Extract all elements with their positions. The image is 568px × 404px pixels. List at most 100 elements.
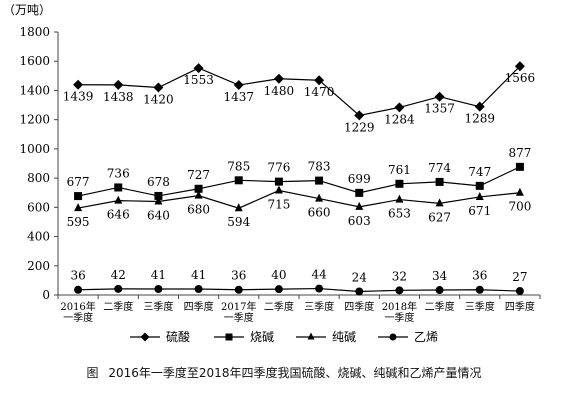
data-point [154, 285, 163, 294]
data-label: 1566 [505, 71, 536, 85]
data-label: 700 [508, 200, 531, 214]
data-point [234, 203, 243, 212]
data-point [74, 285, 83, 294]
data-point [355, 287, 364, 296]
data-label: 680 [187, 203, 210, 217]
figure-caption: 图 2016年一季度至2018年四季度我国硫酸、烧碱、纯碱和乙烯产量情况 [0, 364, 568, 381]
data-point [475, 285, 484, 294]
data-label: 1553 [183, 73, 214, 87]
data-point [113, 79, 124, 90]
y-tick-label: 1600 [19, 54, 50, 68]
y-tick-label: 600 [27, 200, 50, 214]
data-point [194, 190, 203, 199]
x-tick-label: 2017年 [221, 300, 256, 313]
x-tick-label: 三季度 [143, 300, 173, 313]
legend-item: 纯碱 [296, 330, 356, 344]
data-label: 1439 [63, 90, 94, 104]
data-label: 699 [348, 172, 371, 186]
data-point [234, 285, 243, 294]
data-point [154, 191, 163, 200]
legend-item: 硫酸 [130, 329, 190, 344]
series-layer: 1439 1438 1420 1553 1437 1480 1470 1229 1284 1357… [63, 61, 535, 296]
x-tick-label: 四季度 [344, 300, 374, 313]
data-label: 44 [311, 268, 327, 282]
y-tick-label: 200 [27, 259, 50, 273]
data-point [274, 185, 283, 194]
data-label: 747 [468, 165, 491, 179]
data-point [74, 192, 83, 201]
data-label: 32 [392, 269, 407, 283]
data-label: 640 [147, 208, 170, 222]
data-label: 678 [147, 175, 170, 189]
series-line [78, 65, 521, 117]
legend-label: 纯碱 [332, 330, 356, 344]
data-point [395, 286, 404, 295]
legend-item: 烧碱 [214, 330, 274, 344]
x-tick-label: 二季度 [264, 300, 294, 313]
data-point [474, 101, 485, 112]
data-label: 785 [227, 159, 250, 173]
data-label: 660 [308, 206, 331, 220]
data-label: 41 [151, 268, 166, 282]
data-point [315, 284, 324, 293]
data-point [394, 102, 405, 113]
x-tick-label: 2016年 [60, 300, 95, 313]
data-label: 603 [348, 214, 371, 228]
data-label: 36 [70, 269, 85, 283]
unit-label: （万吨） [3, 3, 51, 17]
data-label: 761 [388, 163, 411, 177]
data-point [273, 73, 284, 84]
data-label: 627 [428, 210, 451, 224]
data-label: 783 [308, 160, 331, 174]
data-point [233, 80, 244, 91]
data-label: 42 [111, 268, 126, 282]
y-tick-label: 1000 [19, 142, 50, 156]
x-tick-label: 三季度 [465, 300, 495, 313]
axes: 0 200 400 600 800 1000 1200 1400 1600 1800 2016年一季… [19, 25, 541, 324]
data-point [355, 188, 364, 197]
data-point [355, 201, 364, 210]
data-label: 594 [227, 215, 250, 229]
data-label: 715 [267, 198, 290, 212]
data-label: 1470 [304, 85, 335, 99]
data-label: 677 [67, 175, 90, 189]
data-point [435, 177, 444, 186]
series-diamond: 1439 1438 1420 1553 1437 1480 1470 1229 1284 1357… [63, 61, 535, 134]
series-line [77, 189, 520, 209]
data-label: 1357 [424, 102, 455, 116]
legend-label: 硫酸 [166, 329, 190, 344]
data-label: 653 [388, 207, 411, 221]
data-point [315, 176, 324, 185]
legend-item: 乙烯 [378, 330, 438, 344]
data-label: 877 [508, 146, 531, 160]
data-point [395, 194, 404, 203]
x-tick-label: 一季度 [384, 311, 414, 324]
data-point [193, 63, 204, 74]
data-label: 1437 [223, 90, 254, 104]
x-tick-label: 一季度 [224, 311, 254, 324]
legend-marker [307, 332, 315, 340]
legend-marker [225, 333, 233, 341]
y-tick-label: 1400 [19, 83, 50, 97]
data-label: 36 [231, 269, 246, 283]
data-label: 736 [107, 166, 130, 180]
data-point [515, 162, 524, 171]
series-line [78, 287, 520, 293]
data-point [234, 176, 243, 185]
data-point [274, 177, 283, 186]
x-tick-label: 二季度 [103, 300, 133, 313]
x-tick-label: 2018年 [382, 300, 417, 313]
data-point [515, 187, 524, 196]
data-point [114, 183, 123, 192]
data-point [153, 82, 164, 93]
data-point [74, 203, 83, 212]
data-label: 671 [468, 204, 491, 218]
data-label: 646 [107, 208, 130, 222]
y-tick-label: 0 [42, 288, 50, 302]
data-point [314, 75, 325, 86]
x-tick-label: 四季度 [505, 300, 535, 313]
caption-text: 2016年一季度至2018年四季度我国硫酸、烧碱、纯碱和乙烯产量情况 [108, 366, 482, 380]
data-label: 1229 [344, 120, 375, 134]
data-point [475, 191, 484, 200]
